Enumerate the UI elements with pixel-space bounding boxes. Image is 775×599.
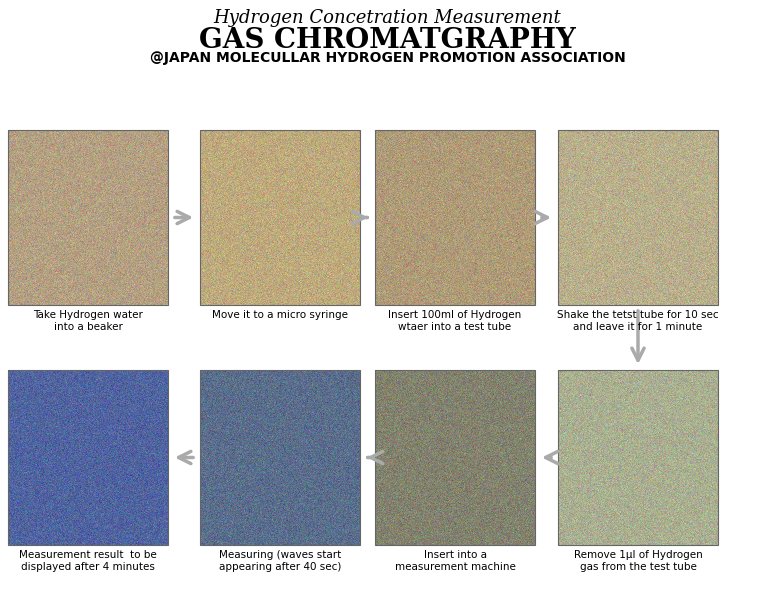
Text: @JAPAN MOLECULLAR HYDROGEN PROMOTION ASSOCIATION: @JAPAN MOLECULLAR HYDROGEN PROMOTION ASS… xyxy=(150,51,625,65)
Text: Insert into a
measurement machine: Insert into a measurement machine xyxy=(394,550,515,573)
Text: Remove 1μl of Hydrogen
gas from the test tube: Remove 1μl of Hydrogen gas from the test… xyxy=(574,550,702,573)
Text: Insert 100ml of Hydrogen
wtaer into a test tube: Insert 100ml of Hydrogen wtaer into a te… xyxy=(388,310,522,332)
Bar xyxy=(8,370,168,545)
Text: Move it to a micro syringe: Move it to a micro syringe xyxy=(212,310,348,320)
Bar xyxy=(375,130,535,305)
Bar xyxy=(375,370,535,545)
Bar xyxy=(558,130,718,305)
Text: GAS CHROMATGRAPHY: GAS CHROMATGRAPHY xyxy=(199,27,576,54)
Bar xyxy=(558,370,718,545)
Text: Measuring (waves start
appearing after 40 sec): Measuring (waves start appearing after 4… xyxy=(219,550,341,573)
Text: Shake the tetst tube for 10 sec
and leave it for 1 minute: Shake the tetst tube for 10 sec and leav… xyxy=(557,310,719,332)
Text: Hydrogen Concetration Measurement: Hydrogen Concetration Measurement xyxy=(214,9,561,27)
Text: Measurement result  to be
displayed after 4 minutes: Measurement result to be displayed after… xyxy=(19,550,157,573)
Bar xyxy=(200,130,360,305)
Bar xyxy=(8,130,168,305)
Text: Take Hydrogen water
into a beaker: Take Hydrogen water into a beaker xyxy=(33,310,143,332)
Bar xyxy=(200,370,360,545)
